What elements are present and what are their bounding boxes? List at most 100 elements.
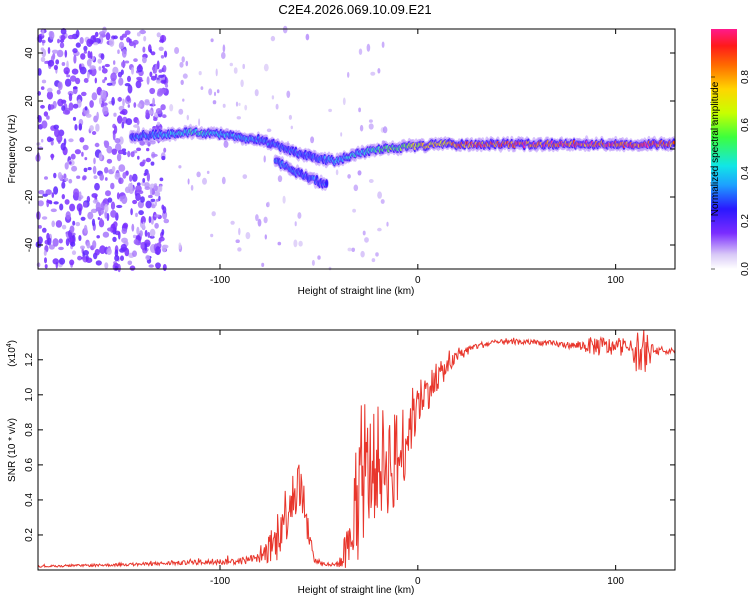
snr-multiplier-exp: 4 — [6, 343, 13, 347]
noise-blob — [347, 174, 351, 179]
spectrogram-xlabel: Height of straight line (km) — [298, 286, 415, 297]
noise-blob — [230, 220, 235, 225]
noise-blob — [43, 111, 49, 117]
noise-blob — [86, 59, 92, 67]
noise-blob — [87, 167, 92, 171]
noise-blob — [50, 208, 57, 213]
noise-blob — [347, 247, 352, 252]
noise-blob — [83, 45, 88, 52]
noise-blob — [55, 59, 60, 65]
y-tick-label: -20 — [24, 189, 35, 204]
snr-y-ticks: 0.2 0.4 0.6 0.8 1.0 1.2 — [24, 352, 675, 542]
noise-blob — [72, 86, 78, 90]
noise-blob — [40, 56, 46, 63]
noise-blob — [56, 133, 63, 143]
noise-blob — [143, 35, 147, 42]
noise-blob — [40, 47, 45, 51]
noise-blob — [116, 204, 123, 209]
noise-blob — [49, 137, 54, 142]
noise-blob — [130, 208, 133, 216]
noise-blob — [178, 242, 182, 250]
y-tick-label: 0.4 — [24, 493, 35, 507]
noise-blob — [148, 264, 154, 268]
noise-blob — [146, 172, 150, 182]
noise-blob — [257, 218, 262, 227]
noise-blob — [104, 63, 111, 68]
noise-blob — [114, 138, 121, 144]
noise-blob — [37, 236, 43, 245]
noise-blob — [41, 79, 47, 84]
noise-blob — [158, 195, 161, 202]
noise-blob — [83, 50, 88, 54]
noise-blob — [51, 220, 55, 228]
noise-blob — [242, 174, 248, 180]
noise-blob — [82, 175, 87, 181]
noise-blob — [286, 90, 291, 99]
noise-blob — [155, 246, 161, 256]
ridge-core — [672, 140, 675, 145]
noise-blob — [47, 47, 51, 54]
noise-blob — [79, 137, 85, 143]
noise-blob — [41, 216, 48, 220]
y-tick-label: 0.2 — [24, 528, 35, 542]
spectrogram-ridge — [128, 123, 676, 192]
noise-blob — [41, 28, 45, 36]
noise-blob — [127, 84, 133, 94]
noise-blob — [94, 248, 100, 256]
noise-blob — [56, 49, 64, 58]
noise-blob — [64, 177, 69, 182]
noise-blob — [61, 181, 66, 189]
noise-blob — [144, 243, 148, 251]
noise-blob — [186, 114, 189, 121]
noise-blob — [270, 35, 276, 42]
noise-blob — [154, 222, 159, 229]
noise-blob — [142, 56, 147, 64]
noise-blob — [53, 186, 59, 195]
noise-blob — [267, 201, 270, 208]
noise-blob — [163, 50, 168, 58]
noise-blob — [127, 260, 133, 266]
noise-blob — [117, 149, 125, 155]
noise-blob — [102, 105, 109, 115]
noise-blob — [132, 173, 138, 182]
noise-blob — [99, 173, 104, 181]
noise-blob — [121, 227, 128, 235]
noise-blob — [64, 49, 68, 58]
noise-blob — [179, 61, 184, 68]
noise-blob — [196, 171, 201, 178]
noise-blob — [44, 61, 47, 64]
noise-blob — [159, 39, 164, 43]
noise-blob — [149, 87, 156, 95]
noise-blob — [298, 240, 303, 247]
noise-blob — [135, 212, 138, 218]
noise-blob — [98, 66, 102, 71]
noise-blob — [42, 193, 48, 197]
noise-blob — [162, 65, 167, 73]
noise-blob — [110, 210, 117, 218]
noise-blob — [80, 216, 86, 221]
noise-blob — [69, 203, 76, 212]
noise-blob — [126, 95, 131, 102]
noise-blob — [151, 204, 156, 209]
noise-blob — [254, 89, 259, 97]
noise-blob — [46, 199, 53, 204]
noise-blob — [148, 194, 153, 199]
noise-blob — [178, 108, 184, 115]
noise-blob — [85, 113, 92, 118]
noise-blob — [105, 190, 111, 197]
noise-blob — [71, 68, 79, 75]
noise-blob — [328, 108, 332, 113]
noise-blob — [149, 187, 153, 196]
noise-blob — [198, 71, 202, 76]
noise-blob — [82, 201, 88, 208]
noise-blob — [122, 98, 125, 107]
noise-blob — [99, 245, 106, 255]
noise-blob — [311, 259, 315, 266]
noise-blob — [81, 91, 87, 97]
colorbar-ticks: 0.0 0.2 0.4 0.6 0.8 — [711, 70, 750, 276]
noise-blob — [149, 228, 156, 237]
noise-blob — [215, 68, 218, 77]
noise-blob — [146, 76, 150, 85]
noise-blob — [97, 217, 101, 220]
noise-blob — [235, 101, 239, 107]
